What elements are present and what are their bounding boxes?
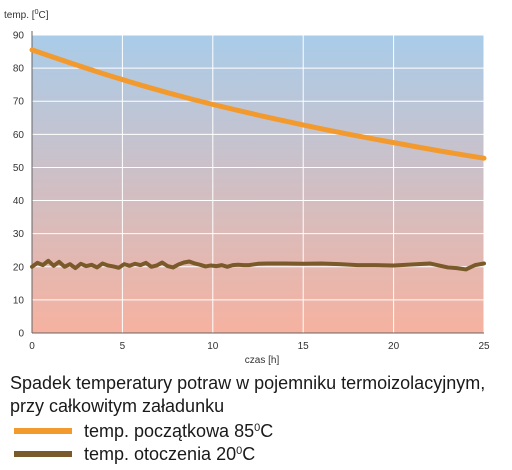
legend-item-ambient: temp. otoczenia 200C [14,442,504,466]
legend-swatch-initial [14,428,72,434]
x-tick-label: 25 [478,341,490,352]
y-tick-label: 20 [13,262,25,273]
y-tick-label: 60 [13,130,25,141]
y-tick-label: 80 [13,64,25,75]
y-tick-label: 90 [13,31,25,42]
chart-caption: Spadek temperatury potraw w pojemniku te… [10,373,486,416]
y-tick-label: 40 [13,196,25,207]
y-axis-title-sup: 0 [35,9,39,16]
legend-swatch-ambient [14,451,72,457]
x-tick-label: 10 [207,341,219,352]
y-tick-label: 70 [13,97,25,108]
series [29,47,487,272]
legend-label-initial: temp. początkowa 850C [84,420,274,441]
y-axis-title: temp. [0C] [4,9,49,21]
y-tick-label: 0 [18,329,24,340]
series-line-ambient-temp [30,258,486,272]
y-tick-label: 50 [13,163,25,174]
x-tick-label: 0 [29,341,35,352]
legend-label-ambient: temp. otoczenia 200C [84,443,256,464]
x-tick-label: 5 [120,341,126,352]
y-tick-label: 30 [13,229,25,240]
x-tick-label: 20 [388,341,400,352]
x-tick-label: 15 [298,341,310,352]
axes: 0 10 20 30 40 50 60 70 80 90 0 5 10 15 20 25 [13,31,490,353]
x-axis-title: czas [h] [245,355,280,366]
y-tick-label: 10 [13,295,25,306]
plot-background [32,35,484,333]
series-line-initial-temp [29,47,487,161]
legend-item-initial: temp. początkowa 850C [14,419,504,443]
temperature-chart: 0 10 20 30 40 50 60 70 80 90 0 5 10 15 20 25 temp. [0C]… [4,9,490,366]
